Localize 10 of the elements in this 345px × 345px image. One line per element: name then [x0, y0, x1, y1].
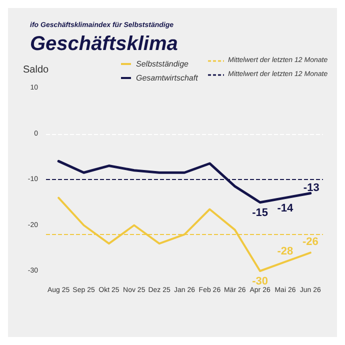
data-label: -30	[252, 276, 268, 288]
data-label: -14	[277, 202, 294, 214]
data-label: -26	[302, 236, 318, 248]
data-label: -13	[303, 182, 320, 194]
chart-title: Geschäftsklima	[30, 33, 178, 55]
data-label: -15	[252, 206, 268, 219]
y-axis-title: Saldo	[23, 64, 50, 76]
data-label: -28	[277, 245, 294, 258]
legend-label: Gesamtwirtschaft	[136, 74, 199, 82]
legend-label: Selbstständige	[136, 60, 190, 68]
